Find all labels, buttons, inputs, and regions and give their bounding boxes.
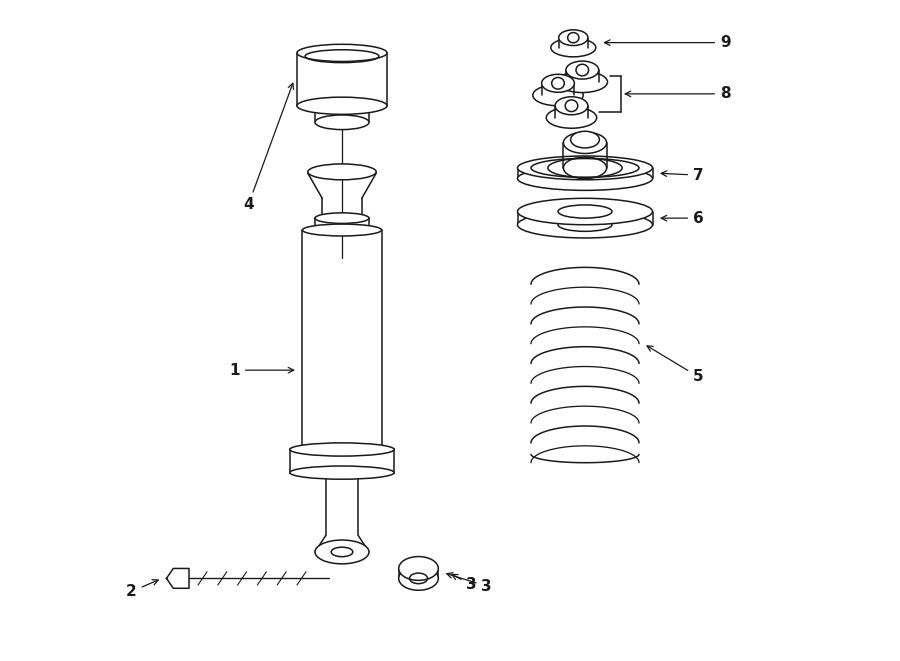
Ellipse shape bbox=[315, 213, 369, 223]
Text: 5: 5 bbox=[647, 346, 704, 384]
Ellipse shape bbox=[546, 107, 597, 128]
Ellipse shape bbox=[399, 557, 438, 580]
Ellipse shape bbox=[297, 44, 387, 61]
Ellipse shape bbox=[563, 132, 607, 153]
Ellipse shape bbox=[290, 443, 394, 456]
Ellipse shape bbox=[302, 444, 382, 455]
Ellipse shape bbox=[518, 156, 652, 180]
Ellipse shape bbox=[557, 71, 608, 93]
Ellipse shape bbox=[518, 212, 652, 238]
Text: 8: 8 bbox=[626, 87, 731, 101]
Ellipse shape bbox=[559, 30, 588, 46]
Text: 6: 6 bbox=[662, 211, 704, 225]
Text: 7: 7 bbox=[662, 168, 704, 182]
Text: 4: 4 bbox=[243, 83, 293, 212]
Ellipse shape bbox=[533, 85, 583, 106]
Ellipse shape bbox=[315, 115, 369, 130]
Text: 2: 2 bbox=[126, 580, 158, 599]
Ellipse shape bbox=[518, 198, 652, 225]
Ellipse shape bbox=[551, 38, 596, 57]
Ellipse shape bbox=[315, 540, 369, 564]
Ellipse shape bbox=[308, 164, 376, 180]
Text: 3: 3 bbox=[452, 574, 477, 592]
Ellipse shape bbox=[290, 466, 394, 479]
Ellipse shape bbox=[566, 61, 598, 79]
Ellipse shape bbox=[555, 97, 588, 115]
Ellipse shape bbox=[302, 224, 382, 236]
Text: 9: 9 bbox=[605, 35, 731, 50]
Text: 1: 1 bbox=[230, 363, 293, 377]
Ellipse shape bbox=[518, 167, 652, 190]
Ellipse shape bbox=[563, 157, 607, 178]
Ellipse shape bbox=[399, 566, 438, 590]
Text: 3: 3 bbox=[446, 572, 492, 594]
Ellipse shape bbox=[542, 74, 574, 93]
Ellipse shape bbox=[571, 132, 599, 148]
Ellipse shape bbox=[297, 97, 387, 114]
